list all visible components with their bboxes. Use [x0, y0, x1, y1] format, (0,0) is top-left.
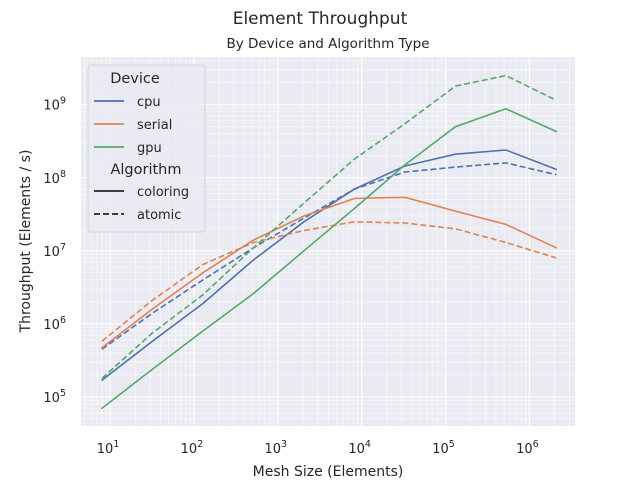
legend: Device cpu serial gpu Algorithm coloring at…: [87, 64, 206, 233]
series-line-serial-atomic: [101, 221, 557, 342]
x-tick-labels: 101 102 103 104 105 106: [97, 439, 539, 457]
legend-algorithm-title: Algorithm: [110, 162, 181, 178]
y-axis-label: Throughput (Elements / s): [18, 150, 34, 334]
x-tick-label: 106: [516, 439, 539, 457]
y-tick-label: 105: [43, 388, 66, 406]
legend-label-coloring: coloring: [137, 185, 189, 200]
series-line-cpu-coloring: [101, 149, 558, 381]
x-tick-label: 101: [97, 439, 120, 457]
chart-title: Element Throughput: [233, 9, 408, 29]
legend-label-serial: serial: [137, 118, 172, 133]
legend-label-atomic: atomic: [137, 208, 181, 223]
x-tick-label: 104: [348, 439, 371, 457]
series-line-serial-coloring: [101, 196, 558, 349]
y-tick-labels: 105 106 107 108 109: [43, 96, 66, 406]
y-tick-label: 109: [43, 96, 66, 114]
y-tick-label: 107: [43, 242, 66, 260]
legend-algorithm-entries: coloring atomic: [94, 185, 189, 223]
x-axis-label: Mesh Size (Elements): [253, 464, 404, 480]
legend-device-title: Device: [110, 71, 160, 87]
series-line-cpu-atomic: [101, 162, 557, 350]
legend-label-gpu: gpu: [137, 141, 162, 156]
series-layer: [101, 74, 558, 410]
y-tick-label: 106: [43, 315, 66, 333]
y-tick-label: 108: [43, 169, 66, 187]
legend-device-entries: cpu serial gpu: [94, 95, 172, 156]
x-tick-label: 103: [265, 439, 288, 457]
x-tick-label: 102: [181, 439, 204, 457]
series-line-gpu-atomic: [101, 74, 557, 379]
series-line-gpu-coloring: [101, 108, 558, 410]
x-tick-label: 105: [432, 439, 455, 457]
legend-label-cpu: cpu: [137, 95, 161, 110]
chart-subtitle: By Device and Algorithm Type: [226, 36, 429, 52]
